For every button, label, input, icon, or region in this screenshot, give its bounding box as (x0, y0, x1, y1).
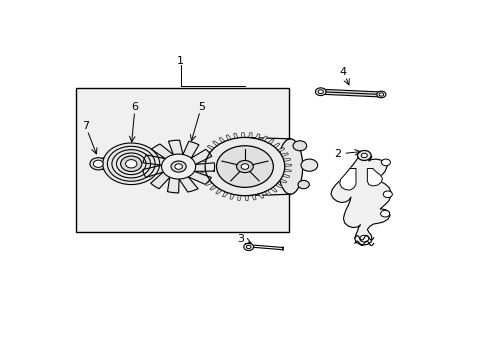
Circle shape (241, 164, 248, 169)
Polygon shape (366, 168, 382, 186)
Circle shape (361, 153, 366, 158)
Circle shape (205, 138, 284, 195)
Text: 4: 4 (339, 67, 346, 77)
Circle shape (381, 159, 389, 166)
Text: 3: 3 (237, 234, 244, 244)
Polygon shape (284, 164, 291, 167)
Polygon shape (199, 172, 206, 175)
Text: 5: 5 (198, 102, 204, 112)
Text: 1: 1 (177, 56, 183, 66)
Polygon shape (248, 132, 252, 138)
Circle shape (378, 93, 383, 96)
Circle shape (121, 156, 142, 172)
Polygon shape (200, 156, 207, 159)
Polygon shape (330, 155, 390, 245)
Polygon shape (209, 185, 216, 190)
Polygon shape (277, 148, 284, 152)
Polygon shape (279, 179, 286, 183)
Polygon shape (283, 158, 290, 162)
Text: 2: 2 (333, 149, 341, 159)
Circle shape (216, 146, 273, 187)
Polygon shape (275, 183, 282, 188)
Polygon shape (204, 181, 212, 185)
Circle shape (90, 158, 106, 170)
Ellipse shape (278, 139, 302, 194)
Circle shape (236, 161, 253, 173)
Circle shape (380, 210, 389, 217)
Circle shape (175, 164, 182, 169)
Polygon shape (264, 190, 270, 196)
Polygon shape (281, 153, 288, 157)
Polygon shape (241, 132, 244, 138)
Polygon shape (215, 189, 222, 194)
Polygon shape (267, 139, 274, 144)
Polygon shape (261, 136, 267, 141)
Circle shape (297, 180, 309, 189)
Circle shape (301, 159, 317, 171)
Circle shape (97, 158, 113, 170)
Polygon shape (198, 167, 205, 169)
Polygon shape (255, 134, 260, 139)
Circle shape (161, 154, 195, 179)
Polygon shape (212, 141, 219, 146)
Polygon shape (251, 195, 256, 200)
Text: 7: 7 (82, 121, 89, 131)
Circle shape (315, 88, 325, 96)
Circle shape (171, 161, 186, 172)
Polygon shape (244, 195, 248, 201)
Text: 6: 6 (131, 102, 138, 112)
Circle shape (244, 243, 253, 251)
Circle shape (317, 90, 323, 94)
Polygon shape (270, 187, 277, 192)
Polygon shape (282, 174, 289, 177)
Circle shape (292, 141, 306, 151)
Polygon shape (272, 143, 280, 148)
Polygon shape (225, 135, 231, 140)
Polygon shape (258, 193, 263, 198)
Bar (76, 87, 288, 232)
Circle shape (359, 235, 368, 242)
Polygon shape (339, 168, 355, 190)
Polygon shape (229, 194, 234, 199)
Polygon shape (201, 176, 208, 180)
Polygon shape (222, 192, 227, 197)
Polygon shape (203, 150, 210, 154)
Circle shape (93, 160, 103, 167)
Circle shape (246, 245, 250, 249)
Polygon shape (284, 169, 291, 172)
Polygon shape (142, 140, 214, 193)
Polygon shape (237, 195, 241, 201)
Circle shape (102, 143, 159, 185)
Polygon shape (219, 138, 224, 143)
Polygon shape (207, 145, 214, 150)
Polygon shape (233, 133, 238, 139)
Circle shape (357, 150, 370, 161)
Circle shape (125, 159, 137, 168)
Circle shape (376, 91, 385, 98)
Circle shape (383, 191, 391, 198)
Polygon shape (198, 161, 205, 164)
